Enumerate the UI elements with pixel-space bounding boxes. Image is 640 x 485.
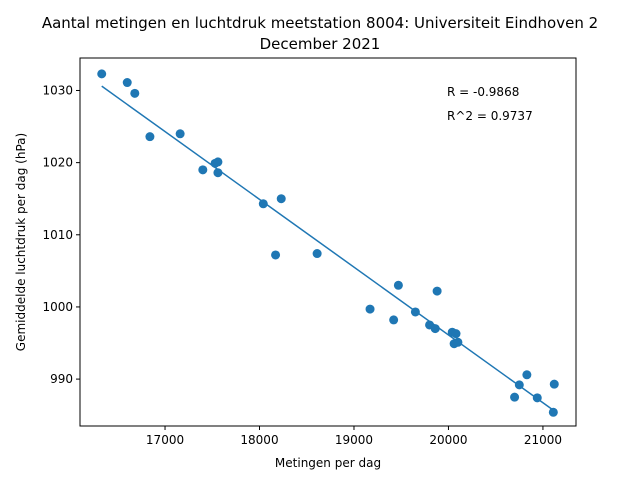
data-point-23 [453, 337, 463, 347]
data-point-12 [312, 249, 322, 259]
y-axis-label: Gemiddelde luchtdruk per dag (hPa) [14, 133, 28, 351]
data-point-7 [213, 157, 223, 167]
data-point-1 [122, 78, 132, 88]
plot-frame [79, 57, 577, 427]
data-point-26 [522, 370, 532, 380]
x-tick-label-2: 19000 [335, 433, 373, 447]
data-point-10 [271, 250, 281, 260]
x-tick-label-0: 17000 [146, 433, 184, 447]
data-point-8 [213, 168, 223, 178]
data-point-21 [451, 329, 461, 339]
x-axis: 17000 18000 19000 20000 21000 [146, 426, 562, 447]
annotation-r: R = -0.9868 [447, 85, 519, 99]
chart-title-line2: December 2021 [260, 35, 381, 53]
data-point-2 [130, 88, 140, 98]
plot-area [97, 69, 559, 417]
y-tick-label-4: 1030 [42, 83, 73, 97]
data-point-15 [393, 280, 403, 290]
data-point-9 [258, 199, 268, 209]
x-tick-label-3: 20000 [429, 433, 467, 447]
data-point-18 [430, 324, 440, 334]
data-point-0 [97, 69, 107, 79]
data-point-24 [510, 392, 520, 402]
data-point-28 [548, 407, 558, 417]
data-point-14 [389, 315, 399, 325]
data-point-5 [198, 165, 208, 175]
x-tick-label-1: 18000 [240, 433, 278, 447]
data-point-3 [145, 132, 155, 142]
data-point-4 [175, 129, 185, 139]
y-tick-label-1: 1000 [42, 300, 73, 314]
y-tick-label-0: 990 [50, 372, 73, 386]
data-point-27 [532, 393, 542, 403]
data-point-11 [276, 194, 286, 204]
data-point-13 [365, 304, 375, 314]
data-point-16 [410, 307, 420, 317]
data-point-19 [432, 286, 442, 296]
y-tick-label-2: 1010 [42, 228, 73, 242]
x-tick-label-4: 21000 [524, 433, 562, 447]
y-axis: 990 1000 1010 1020 1030 [42, 83, 80, 386]
x-axis-label: Metingen per dag [275, 456, 381, 470]
chart-title-line1: Aantal metingen en luchtdruk meetstation… [42, 14, 598, 32]
annotation-r-squared: R^2 = 0.9737 [447, 109, 533, 123]
data-point-25 [514, 380, 524, 390]
y-tick-label-3: 1020 [42, 156, 73, 170]
data-point-29 [549, 379, 559, 389]
regression-line [101, 85, 555, 412]
